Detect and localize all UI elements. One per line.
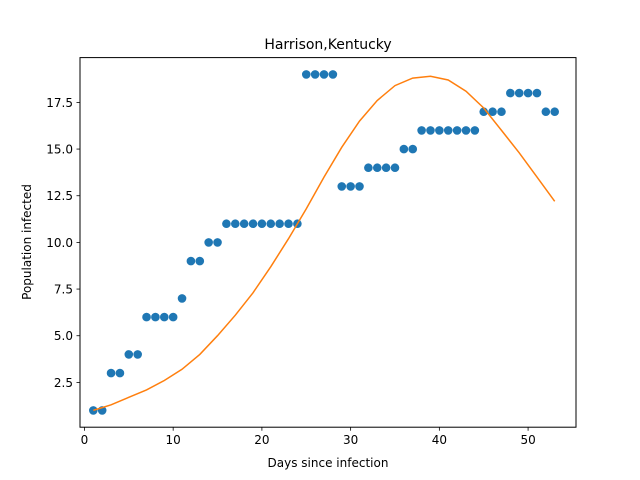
data-point [177, 294, 187, 303]
data-point [381, 163, 391, 173]
data-point [106, 368, 116, 378]
data-point [390, 163, 400, 173]
data-point [355, 182, 364, 191]
data-point [213, 238, 222, 247]
data-point [266, 219, 276, 229]
x-axis: 0 10 20 30 40 50 [81, 427, 536, 447]
data-point [133, 350, 142, 359]
fitted-curve [93, 75, 556, 412]
data-point [435, 126, 444, 135]
data-point [346, 182, 355, 191]
data-point [514, 88, 524, 98]
data-point [452, 126, 462, 135]
x-tick-label: 30 [343, 433, 358, 447]
plot-area [89, 70, 560, 415]
y-tick-label: 12.5 [46, 189, 73, 203]
data-point [159, 312, 169, 322]
data-point [550, 107, 560, 117]
y-tick-label: 15.0 [46, 143, 73, 157]
data-point [497, 107, 506, 117]
data-point [195, 256, 205, 266]
data-point [230, 219, 240, 229]
y-tick-label: 17.5 [46, 96, 73, 110]
x-tick-label: 10 [166, 433, 181, 447]
data-point [284, 219, 293, 229]
data-point [248, 219, 258, 229]
data-point [310, 70, 320, 79]
data-point [461, 126, 471, 135]
plot-frame [79, 57, 577, 428]
data-point [319, 70, 329, 79]
data-point [257, 219, 267, 229]
data-point [124, 350, 134, 359]
data-point [443, 126, 453, 135]
data-point [328, 70, 338, 79]
x-tick-label: 40 [432, 433, 447, 447]
data-point [364, 163, 373, 173]
data-point [204, 238, 213, 247]
data-point [239, 219, 249, 229]
chart-title: Harrison,Kentucky [264, 37, 391, 53]
data-point [372, 163, 382, 173]
data-point [523, 88, 533, 98]
x-tick-label: 50 [520, 433, 535, 447]
data-point [426, 126, 435, 135]
y-axis-title: Population infected [20, 184, 34, 300]
data-point [532, 88, 542, 98]
y-tick-label: 10.0 [46, 236, 73, 250]
data-point [417, 126, 426, 135]
data-point [115, 368, 125, 378]
data-point [506, 88, 515, 98]
data-point [186, 256, 196, 266]
data-point [408, 144, 418, 154]
y-axis: 2.5 5.0 7.5 10.0 12.5 15.0 17.5 [46, 96, 80, 390]
x-tick-label: 0 [81, 433, 89, 447]
data-point [301, 70, 311, 79]
x-axis-title: Days since infection [268, 456, 389, 470]
y-tick-label: 5.0 [54, 329, 73, 343]
y-tick-label: 7.5 [54, 283, 73, 297]
data-point [488, 107, 497, 117]
data-point [470, 126, 480, 135]
data-point [337, 182, 347, 191]
data-point [275, 219, 284, 229]
data-point [222, 219, 231, 229]
x-tick-label: 20 [254, 433, 269, 447]
data-point [168, 312, 178, 322]
data-point [142, 312, 151, 322]
data-point [151, 312, 160, 322]
data-point [541, 107, 551, 117]
data-point [399, 144, 409, 154]
y-tick-label: 2.5 [54, 376, 73, 390]
